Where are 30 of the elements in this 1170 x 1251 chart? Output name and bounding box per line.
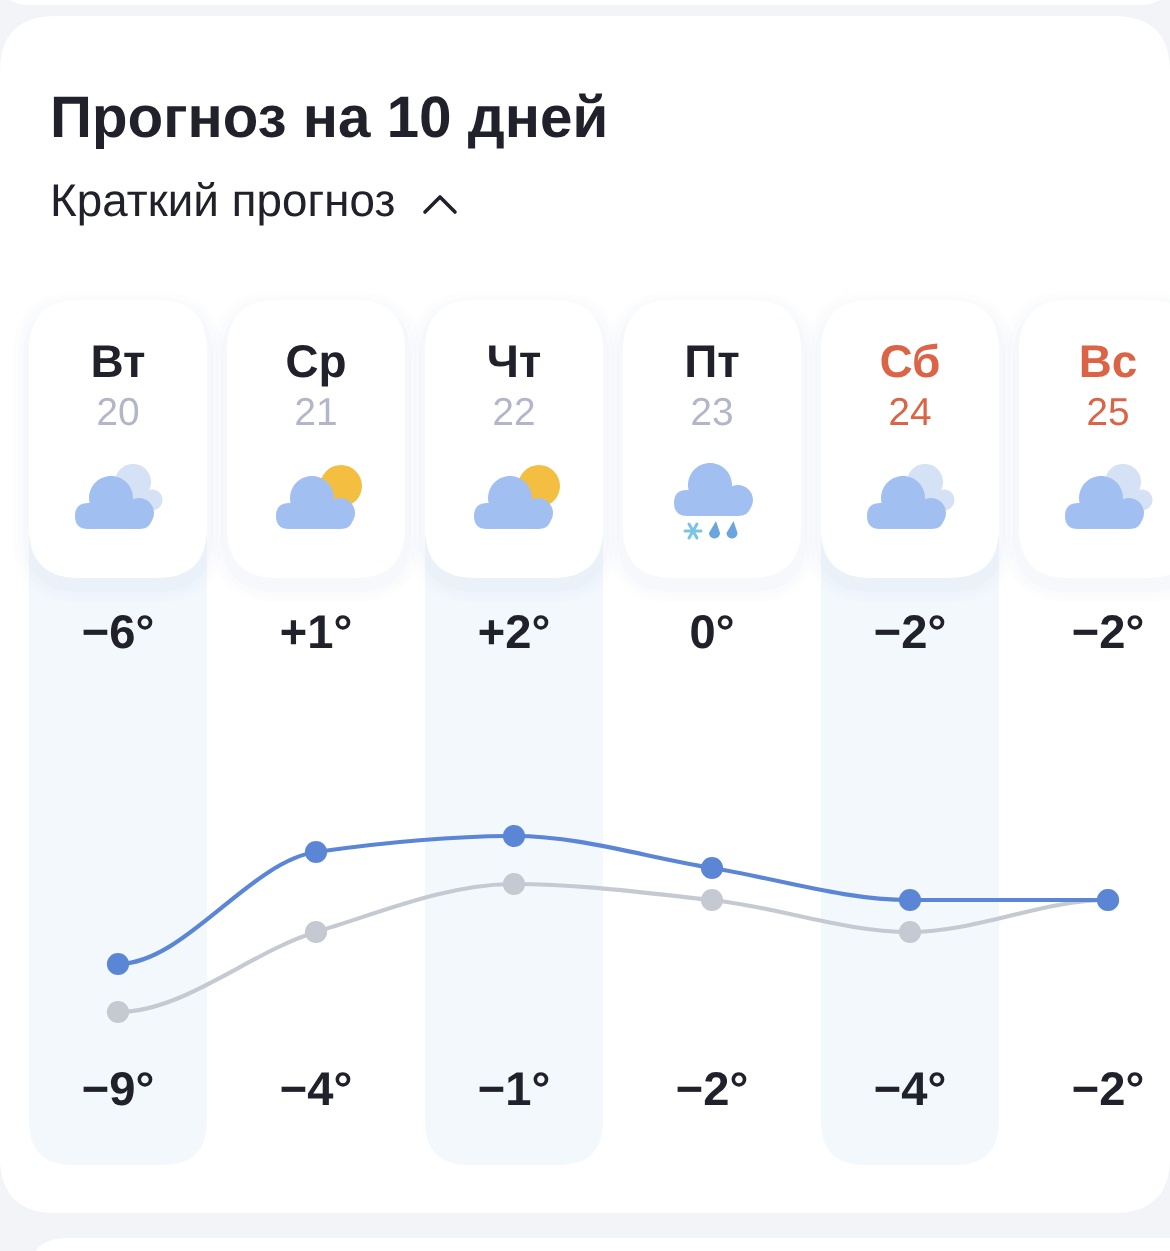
data-label: −2°	[677, 1072, 747, 1105]
x-tick-label: Вт 20	[93, 345, 145, 426]
data-label: −9°	[83, 1072, 153, 1106]
x-tick-label: Сб 24	[881, 343, 939, 425]
chart-subtitle: Краткий прогноз	[53, 181, 394, 226]
data-label: −2°	[1073, 615, 1143, 648]
data-label: −4°	[875, 1072, 945, 1105]
chart-title: Прогноз на 10 дней	[53, 93, 605, 150]
data-label: −1°	[479, 1072, 549, 1105]
point	[502, 872, 526, 896]
x-tick-label: Ср 21	[287, 345, 345, 425]
data-label: +2°	[479, 615, 549, 648]
x-tick-label: Пт 23	[687, 345, 739, 426]
data-label: +1°	[281, 615, 351, 648]
data-label: −2°	[1073, 1072, 1143, 1105]
point	[700, 888, 724, 912]
point	[502, 824, 526, 848]
data-label: 0°	[691, 615, 733, 649]
point	[898, 920, 922, 944]
point	[898, 888, 922, 912]
data-label: −2°	[875, 615, 945, 648]
point	[700, 856, 724, 880]
data-label: −6°	[83, 615, 153, 649]
point	[106, 952, 130, 976]
point	[106, 1000, 130, 1024]
x-tick-label: Чт 22	[489, 345, 541, 425]
data-label: −4°	[281, 1072, 351, 1105]
point	[304, 920, 328, 944]
x-tick-label: Вс 25	[1081, 345, 1136, 426]
point	[304, 840, 328, 864]
